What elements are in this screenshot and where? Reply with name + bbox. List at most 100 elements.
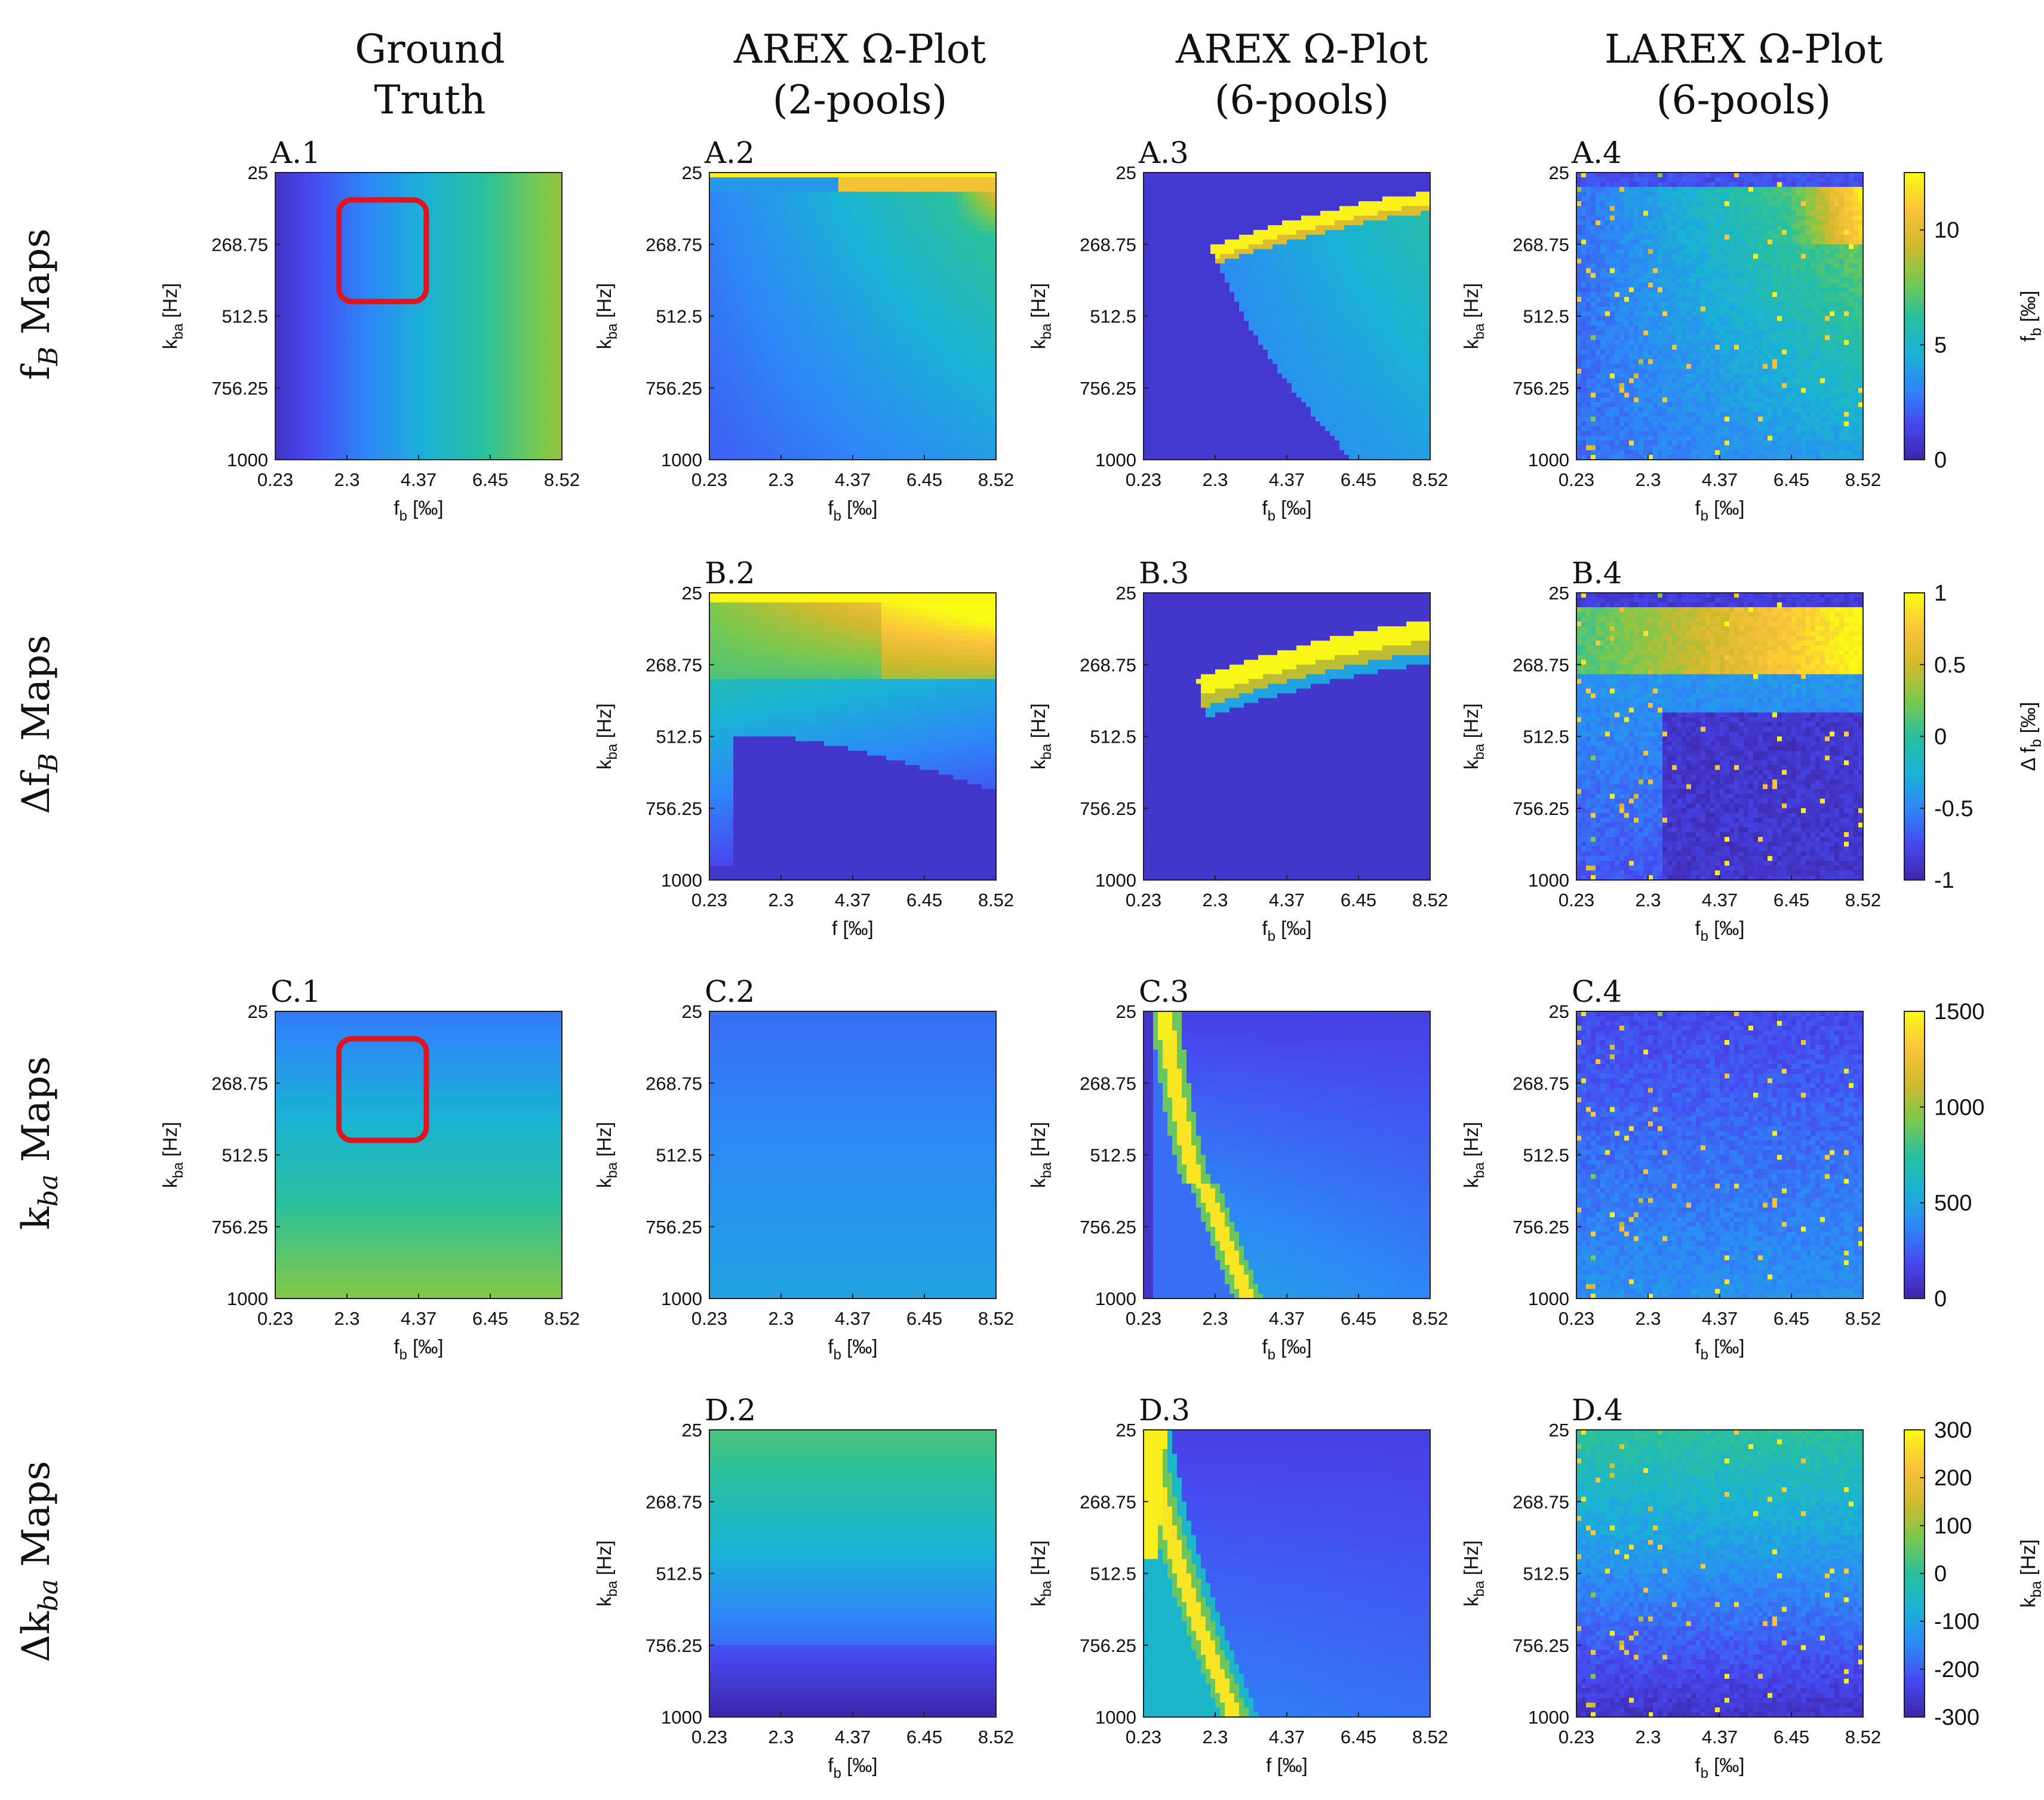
heatmap-cell [333,397,338,403]
heatmap-cell [395,359,400,365]
heatmap-cell [428,211,434,216]
heatmap-cell [552,254,558,259]
heatmap-cell [323,249,328,254]
heatmap-cell [466,392,472,398]
heatmap-cell [548,244,553,250]
heatmap-cell [862,206,868,211]
heatmap-cell [786,235,791,240]
heatmap-cell [524,383,529,389]
heatmap-cell [385,306,391,312]
heatmap-cell [910,182,915,187]
heatmap-cell [905,216,911,221]
heatmap-cell [752,192,758,197]
heatmap-cell [543,196,548,202]
heatmap-cell [881,201,887,207]
heatmap-cell [776,244,782,250]
heatmap-cell [724,254,729,259]
heatmap-cell [380,201,386,207]
heatmap-cell [748,211,753,216]
heatmap-cell [805,230,810,235]
heatmap-cell [929,235,935,240]
heatmap-cell [395,239,400,245]
heatmap-cell [275,192,281,197]
heatmap-cell [857,235,863,240]
heatmap-cell [433,445,438,451]
heatmap-cell [466,263,472,269]
heatmap-cell [318,445,324,451]
heatmap-cell [280,383,285,389]
heatmap-cell [304,201,309,207]
heatmap-cell [290,239,295,245]
heatmap-cell [294,273,300,278]
heatmap-cell [505,244,510,250]
heatmap-cell [371,330,376,336]
heatmap-cell [500,239,505,245]
heatmap-cell [505,445,510,451]
heatmap-cell [843,249,849,254]
heatmap-cell [414,397,419,403]
heatmap-cell [924,239,930,245]
heatmap-cell [275,435,281,441]
heatmap-cell [900,177,906,183]
heatmap-cell [963,225,968,230]
heatmap-cell [862,230,868,235]
heatmap-cell [905,173,911,178]
heatmap-cell [514,335,520,341]
heatmap-cell [290,182,295,187]
heatmap-cell [299,292,305,298]
heatmap-cell [452,278,457,283]
heatmap-cell [371,349,376,355]
heatmap-cell [471,440,477,446]
heatmap-cell [896,254,901,259]
heatmap-cell [834,216,839,221]
heatmap-cell [294,268,300,273]
heatmap-cell [309,330,314,336]
heatmap-cell [433,306,438,312]
heatmap-cell [414,173,419,178]
heatmap-cell [423,435,429,441]
heatmap-cell [371,373,376,379]
heatmap-cell [438,454,443,460]
heatmap-cell [457,397,462,403]
heatmap-cell [466,196,472,202]
heatmap-cell [342,344,348,350]
heatmap-cell [414,383,419,389]
heatmap-cell [352,397,357,403]
heatmap-cell [810,263,815,269]
heatmap-cell [414,387,419,393]
heatmap-cell [958,235,963,240]
heatmap-cell [399,177,405,183]
heatmap-cell [490,216,496,221]
heatmap-cell [505,297,510,303]
heatmap-cell [528,354,534,360]
heatmap-cell [313,177,319,183]
heatmap-cell [772,268,777,273]
heatmap-cell [361,292,367,298]
heatmap-cell [318,173,324,178]
heatmap-cell [891,211,896,216]
heatmap-cell [409,235,414,240]
heatmap-cell [347,273,352,278]
heatmap-cell [853,192,858,197]
heatmap-cell [872,192,877,197]
heatmap-cell [309,216,314,221]
heatmap-cell [409,225,414,230]
heatmap-cell [862,225,868,230]
heatmap-cell [524,187,529,192]
heatmap-cell [352,421,357,427]
heatmap-cell [509,426,515,432]
heatmap-cell [939,182,944,187]
heatmap-cell [943,273,949,278]
heatmap-cell [275,397,281,403]
heatmap-cell [318,378,324,384]
heatmap-cell [519,440,524,446]
heatmap-cell [352,316,357,322]
heatmap-cell [548,435,553,441]
heatmap-cell [447,421,453,427]
heatmap-cell [390,392,395,398]
heatmap-cell [371,192,376,197]
heatmap-cell [342,273,348,278]
heatmap-cell [505,383,510,389]
heatmap-cell [399,392,405,398]
heatmap-cell [548,268,553,273]
